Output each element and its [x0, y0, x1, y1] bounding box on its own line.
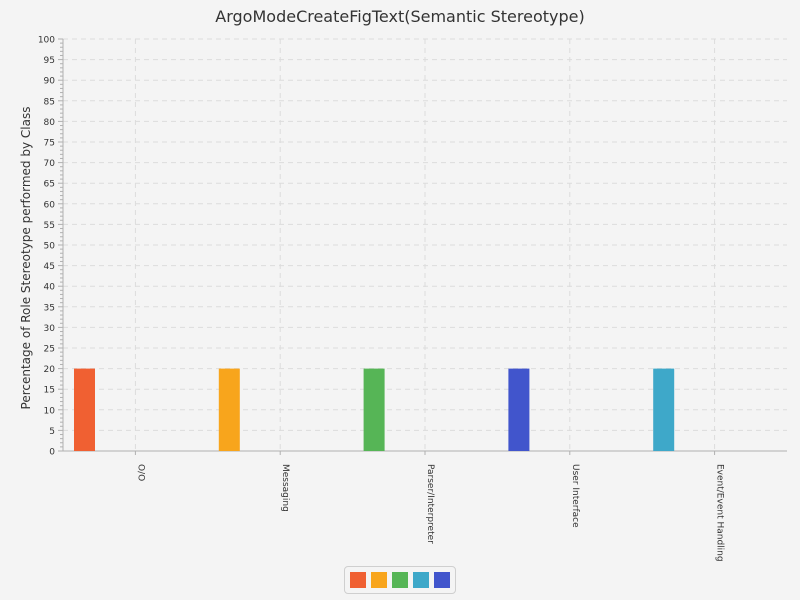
legend-swatch: [350, 572, 366, 588]
y-tick-label: 45: [44, 262, 55, 272]
y-tick-label: 90: [44, 77, 56, 87]
bar-user-interface: [508, 368, 530, 451]
y-tick-label: 75: [44, 139, 55, 149]
bar-o-o: [74, 368, 95, 451]
y-tick-label: 100: [38, 36, 55, 46]
legend-swatch: [392, 572, 408, 588]
bar-parser-interpreter: [363, 368, 385, 451]
y-tick-label: 25: [44, 345, 55, 355]
legend-swatch: [371, 572, 387, 588]
y-tick-label: 0: [49, 448, 55, 458]
y-tick-label: 40: [44, 283, 56, 293]
y-tick-label: 85: [44, 97, 55, 107]
legend-swatch: [413, 572, 429, 588]
y-tick-label: 20: [44, 365, 56, 375]
y-tick-label: 5: [49, 427, 55, 437]
x-tick-label: Parser/Interpreter: [425, 464, 435, 544]
y-tick-label: 65: [44, 180, 55, 190]
x-tick-label: Event/Event Handling: [715, 464, 725, 562]
y-tick-label: 70: [44, 159, 56, 169]
y-tick-label: 30: [44, 324, 56, 334]
bar-messaging: [218, 368, 240, 451]
y-tick-label: 50: [44, 242, 56, 252]
x-tick-label: Messaging: [280, 464, 290, 512]
y-tick-label: 95: [44, 56, 55, 66]
y-tick-label: 10: [44, 406, 56, 416]
y-tick-label: 55: [44, 221, 55, 231]
x-tick-label: O/O: [135, 464, 145, 481]
y-tick-label: 35: [44, 303, 55, 313]
y-tick-label: 60: [44, 200, 56, 210]
legend: [344, 566, 456, 594]
x-tick-label: User Interface: [570, 464, 580, 528]
y-tick-label: 80: [44, 118, 56, 128]
bar-event-event-handling: [653, 368, 675, 451]
y-tick-label: 15: [44, 386, 55, 396]
legend-swatch: [434, 572, 450, 588]
chart-title: ArgoModeCreateFigText(Semantic Stereotyp…: [215, 7, 585, 26]
